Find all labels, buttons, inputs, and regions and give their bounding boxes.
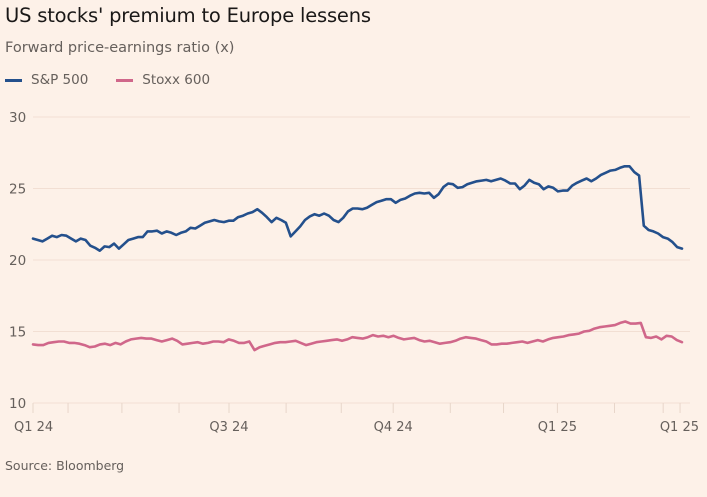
series-line-stoxx-600 [31, 320, 684, 352]
x-tick-label: Q4 24 [374, 420, 413, 435]
series-line-s-p-500 [31, 165, 684, 252]
series-lines [31, 165, 684, 352]
legend-label-sp500: S&P 500 [31, 72, 89, 88]
legend-swatch-stoxx600 [116, 78, 134, 82]
y-tick-label-15: 15 [9, 325, 26, 341]
y-tick-label-30: 30 [9, 110, 26, 126]
gridlines [33, 116, 690, 404]
x-tick-label: Q1 25 [538, 420, 577, 435]
legend: S&P 500 Stoxx 600 [5, 72, 210, 88]
source-note: Source: Bloomberg [5, 458, 125, 473]
y-tick-label-25: 25 [9, 182, 26, 198]
chart-title: US stocks' premium to Europe lessens [5, 4, 371, 27]
x-axis: Q1 24 Q3 24 Q4 24 Q1 25 Q1 25 [14, 403, 699, 435]
legend-item-stoxx600: Stoxx 600 [116, 72, 210, 88]
y-tick-label-20: 20 [9, 253, 26, 269]
x-tick-label: Q1 24 [14, 420, 53, 435]
x-tick-label: Q1 25 [660, 420, 699, 435]
chart-subtitle: Forward price-earnings ratio (x) [5, 40, 235, 56]
legend-label-stoxx600: Stoxx 600 [142, 72, 211, 88]
y-axis: 30 25 20 15 10 [9, 110, 26, 412]
legend-swatch-sp500 [5, 78, 22, 82]
y-tick-label-10: 10 [9, 396, 26, 412]
x-tick-label: Q3 24 [209, 420, 248, 435]
legend-item-sp500: S&P 500 [5, 72, 88, 88]
